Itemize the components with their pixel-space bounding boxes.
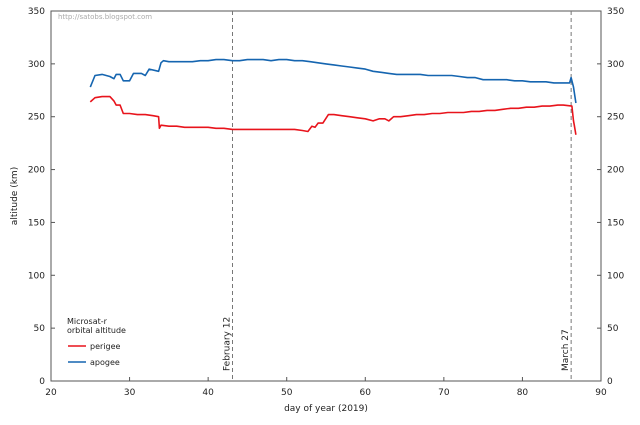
y-axis-label: altitude (km) — [10, 167, 20, 225]
y-tick-label-right: 50 — [607, 324, 619, 334]
legend-label-perigee: perigee — [90, 342, 121, 351]
x-tick-label: 90 — [595, 388, 607, 398]
y-tick-label: 150 — [28, 218, 45, 228]
y-tick-label: 0 — [39, 377, 45, 387]
x-axis-label: day of year (2019) — [284, 404, 368, 414]
y-tick-label-right: 350 — [607, 7, 624, 17]
series-line-apogee — [89, 58, 577, 104]
series-group — [89, 58, 577, 135]
x-tick-label: 20 — [45, 388, 57, 398]
watermark-text: http://satobs.blogspot.com — [58, 13, 152, 21]
annotation-group: February 12 March 27 — [223, 11, 572, 381]
annotation-label: March 27 — [561, 329, 571, 371]
y-tick-label-right: 300 — [607, 60, 624, 70]
y-tick-label-right: 100 — [607, 271, 624, 281]
y-tick-label: 300 — [28, 60, 45, 70]
y-tick-label-right: 250 — [607, 113, 624, 123]
y-tick-label: 100 — [28, 271, 45, 281]
y-tick-label: 200 — [28, 166, 45, 176]
y-tick-label-right: 200 — [607, 166, 624, 176]
legend-title-line-1: Microsat-r — [67, 317, 108, 326]
x-tick-label: 80 — [517, 388, 529, 398]
annotation-label: February 12 — [223, 317, 233, 371]
y-tick-label: 50 — [34, 324, 46, 334]
legend-title-line-2: orbital altitude — [67, 326, 126, 335]
y-tick-label: 250 — [28, 113, 45, 123]
x-tick-label: 70 — [438, 388, 450, 398]
series-line-perigee — [89, 95, 577, 135]
legend-label-apogee: apogee — [90, 358, 120, 367]
y-axis-ticks: 0 50 100 150 200 250 300 350 — [28, 7, 55, 387]
legend: Microsat-r orbital altitude perigee apoge… — [67, 317, 126, 367]
x-tick-label: 30 — [124, 388, 136, 398]
legend-entries: perigee apogee — [68, 342, 121, 367]
x-tick-label: 50 — [281, 388, 293, 398]
y-axis-ticks-right: 0 50 100 150 200 250 300 350 — [597, 7, 624, 387]
plot-area-frame — [50, 10, 602, 382]
x-axis-ticks: 20 30 40 50 60 70 80 90 — [45, 377, 607, 398]
x-tick-label: 40 — [202, 388, 214, 398]
y-tick-label-right: 0 — [607, 377, 613, 387]
x-tick-label: 60 — [360, 388, 372, 398]
y-tick-label-right: 150 — [607, 218, 624, 228]
y-tick-label: 350 — [28, 7, 45, 17]
